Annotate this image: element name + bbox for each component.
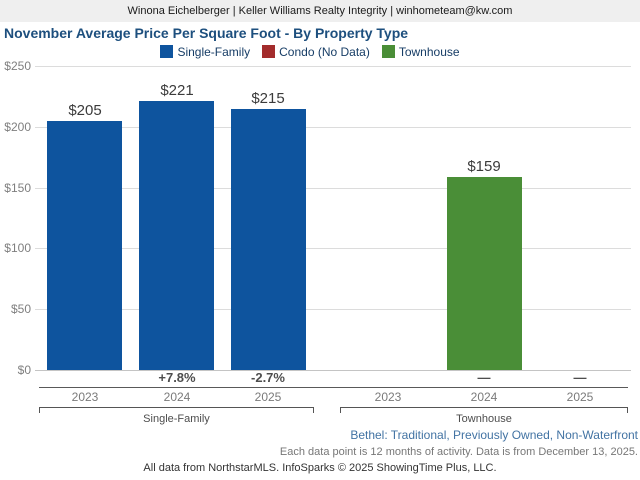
search-criteria-text: Bethel: Traditional, Previously Owned, N…	[350, 428, 638, 442]
legend-item-condo-no-data: Condo (No Data)	[262, 45, 370, 59]
change-row-separator	[39, 387, 628, 388]
legend-swatch-icon	[160, 45, 174, 58]
attribution-text: All data from NorthstarMLS. InfoSparks ©…	[143, 462, 497, 474]
bar-value-label: $205	[68, 102, 102, 119]
year-label: 2024	[163, 390, 191, 404]
legend-swatch-icon	[262, 45, 276, 58]
legend-label: Townhouse	[398, 44, 460, 59]
data-note-text: Each data point is 12 months of activity…	[279, 446, 638, 458]
gridline	[35, 248, 631, 249]
change-label: +7.8%	[158, 370, 196, 385]
y-tick-label: $250	[4, 59, 31, 73]
y-tick-label: $50	[10, 302, 31, 316]
year-label: 2025	[566, 390, 594, 404]
y-tick-label: $200	[4, 120, 31, 134]
bar-single-family-2023[interactable]	[47, 121, 122, 370]
year-label: 2025	[254, 390, 282, 404]
legend-swatch-icon	[381, 45, 395, 58]
y-tick-label: $100	[4, 241, 31, 255]
chart-title: November Average Price Per Square Foot -…	[4, 25, 409, 41]
header-bar: Winona Eichelberger | Keller Williams Re…	[0, 0, 640, 22]
change-label: —	[573, 370, 587, 385]
group-bracket	[39, 407, 314, 413]
gridline	[35, 66, 631, 67]
bar-value-label: $159	[467, 158, 501, 175]
bar-single-family-2024[interactable]	[139, 101, 214, 370]
legend-item-single-family: Single-Family	[160, 45, 250, 59]
group-label: Single-Family	[143, 413, 210, 425]
agent-contact-text: Winona Eichelberger | Keller Williams Re…	[127, 5, 513, 17]
year-label: 2023	[71, 390, 99, 404]
change-label: —	[477, 370, 491, 385]
group-label: Townhouse	[456, 413, 512, 425]
bar-townhouse-2024[interactable]	[447, 177, 522, 370]
bar-value-label: $221	[160, 82, 194, 99]
bar-value-label: $215	[251, 90, 285, 107]
year-label: 2023	[374, 390, 402, 404]
y-tick-label: $0	[17, 363, 31, 377]
y-tick-label: $150	[4, 181, 31, 195]
bar-single-family-2025[interactable]	[231, 109, 306, 370]
legend-label: Condo (No Data)	[279, 44, 370, 59]
change-label: -2.7%	[251, 370, 285, 385]
gridline	[35, 309, 631, 310]
gridline	[35, 188, 631, 189]
group-bracket	[340, 407, 628, 413]
legend-item-townhouse: Townhouse	[381, 44, 460, 59]
year-label: 2024	[470, 390, 498, 404]
x-axis-line	[35, 370, 631, 371]
chart-legend: Single-Family Condo (No Data) Townhouse	[0, 44, 620, 59]
gridline	[35, 127, 631, 128]
legend-label: Single-Family	[177, 44, 251, 59]
